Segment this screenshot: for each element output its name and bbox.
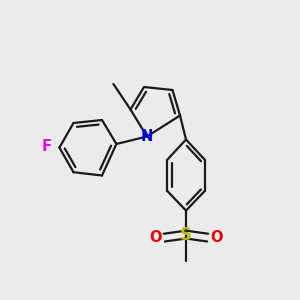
- Text: N: N: [141, 129, 153, 144]
- Text: O: O: [210, 230, 223, 245]
- Text: F: F: [42, 139, 52, 154]
- Text: S: S: [180, 226, 192, 244]
- Text: O: O: [149, 230, 162, 245]
